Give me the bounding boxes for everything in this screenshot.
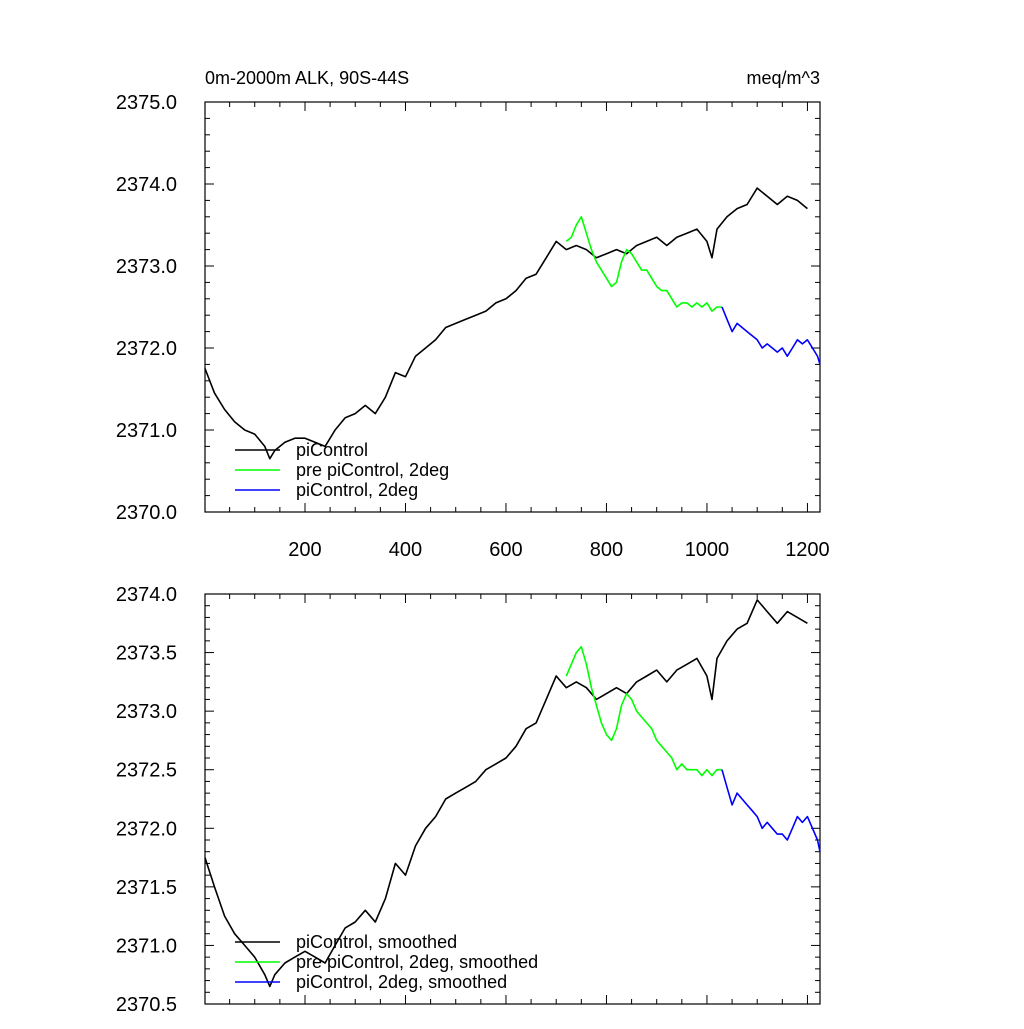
top-series-group	[204, 187, 821, 460]
top-xtick-label-5: 1200	[785, 539, 830, 561]
bottom-y-tick-labels: 2370.5 2371.0 2371.5 2372.0 2372.5 2373.0 2373…	[116, 584, 177, 1016]
top-ytick-label-4: 2374.0	[116, 174, 177, 196]
top-x-tick-labels: 200 400 600 800 1000 1200	[288, 539, 829, 561]
bottom-series-line-0	[204, 599, 808, 988]
bottom-plot-frame	[204, 593, 821, 1005]
bottom-legend-label-pre-picontrol: pre piControl, 2deg, smoothed	[296, 952, 538, 972]
bottom-ytick-label-5: 2373.0	[116, 701, 177, 723]
bottom-ytick-label-4: 2372.5	[116, 760, 177, 782]
bottom-ytick-label-0: 2370.5	[116, 994, 177, 1016]
bottom-series-line-2	[721, 769, 821, 852]
top-ytick-label-3: 2373.0	[116, 256, 177, 278]
bottom-ytick-label-6: 2373.5	[116, 643, 177, 665]
bottom-legend-label-picontrol-2deg: piControl, 2deg, smoothed	[296, 972, 507, 992]
bottom-ytick-label-2: 2371.5	[116, 877, 177, 899]
top-legend-label-picontrol: piControl	[296, 440, 368, 460]
top-ytick-label-1: 2371.0	[116, 420, 177, 442]
top-legend-label-pre-picontrol: pre piControl, 2deg	[296, 460, 449, 480]
top-xtick-label-1: 400	[389, 539, 422, 561]
top-ytick-label-2: 2372.0	[116, 338, 177, 360]
top-xtick-label-3: 800	[590, 539, 623, 561]
top-xtick-label-4: 1000	[685, 539, 730, 561]
top-legend: piControl pre piControl, 2deg piControl,…	[235, 440, 449, 500]
bottom-panel: 2370.5 2371.0 2371.5 2372.0 2372.5 2373.0 2373…	[116, 584, 821, 1016]
top-ytick-label-0: 2370.0	[116, 502, 177, 524]
top-panel: 0m-2000m ALK, 90S-44S meq/m^3 2370.0 2371…	[116, 68, 830, 561]
bottom-axis-ticks	[205, 593, 820, 1005]
top-series-line-2	[721, 306, 821, 365]
bottom-ytick-label-7: 2374.0	[116, 584, 177, 606]
bottom-legend: piControl, smoothed pre piControl, 2deg,…	[235, 932, 538, 992]
top-axis-ticks	[205, 101, 820, 513]
top-xtick-label-0: 200	[288, 539, 321, 561]
bottom-ytick-label-3: 2372.0	[116, 818, 177, 840]
top-panel-units: meq/m^3	[747, 68, 820, 88]
bottom-ytick-label-1: 2371.0	[116, 935, 177, 957]
bottom-series-group	[204, 599, 821, 988]
top-ytick-label-5: 2375.0	[116, 92, 177, 114]
top-series-line-1	[565, 216, 722, 312]
bottom-legend-label-picontrol: piControl, smoothed	[296, 932, 457, 952]
top-y-tick-labels: 2370.0 2371.0 2372.0 2373.0 2374.0 2375.0	[116, 92, 177, 524]
top-xtick-label-2: 600	[489, 539, 522, 561]
bottom-series-line-1	[565, 645, 722, 777]
top-series-line-0	[204, 187, 808, 460]
top-plot-frame	[204, 101, 821, 513]
top-legend-label-picontrol-2deg: piControl, 2deg	[296, 480, 418, 500]
top-panel-title: 0m-2000m ALK, 90S-44S	[205, 68, 409, 88]
